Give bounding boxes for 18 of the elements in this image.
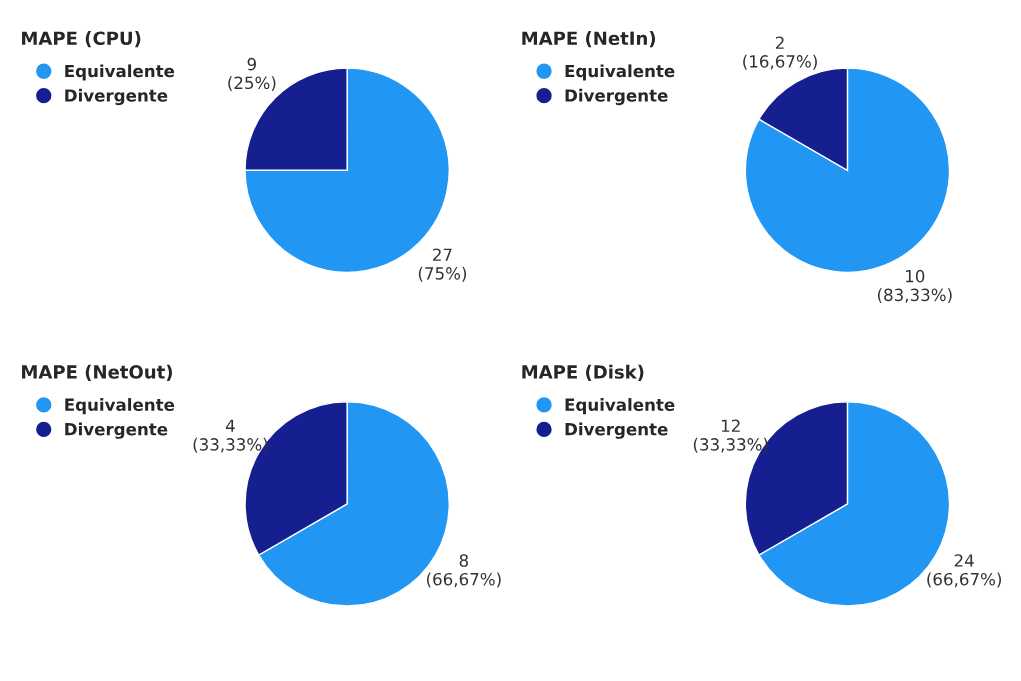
chart-title: MAPE (NetIn) [522, 31, 656, 48]
data-label: 27 (75%) [418, 248, 467, 282]
data-label: 8 (66,67%) [427, 554, 501, 588]
data-label: 2 (16,67%) [743, 36, 817, 70]
data-label: 10 (83,33%) [877, 269, 952, 304]
legend-label: Divergente [565, 88, 668, 106]
legend-label: Equivalente [565, 398, 675, 415]
data-label: 24 (66,67%) [927, 554, 1001, 588]
legend-label: Divergente [65, 422, 168, 439]
legend-label: Equivalente [565, 64, 675, 81]
legend-label: Divergente [565, 422, 668, 439]
chart-title: MAPE (NetOut) [22, 364, 172, 381]
legend-label: Equivalente [65, 398, 175, 415]
chart-title: MAPE (Disk) [522, 364, 644, 381]
chart-title: MAPE (CPU) [22, 31, 141, 48]
legend-label: Equivalente [65, 64, 175, 81]
data-label: 9 (25%) [228, 57, 276, 92]
legend-label: Divergente [65, 88, 168, 106]
